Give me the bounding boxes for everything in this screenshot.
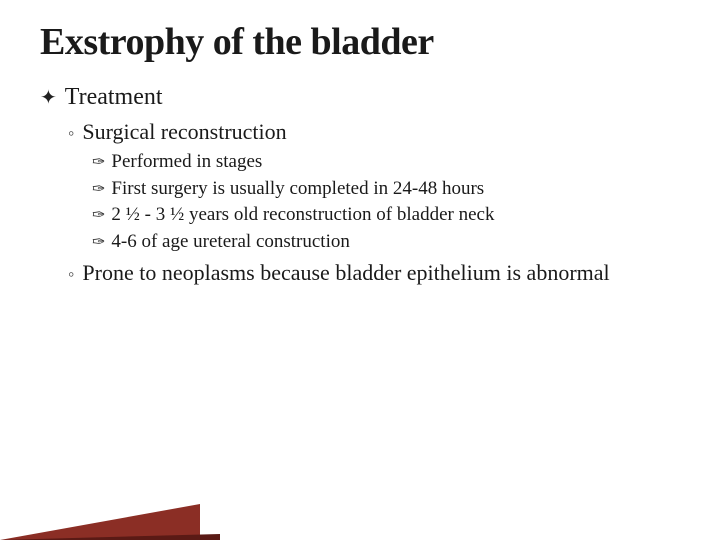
bullet-level3: ✑ 2 ½ - 3 ½ years old reconstruction of … <box>92 202 680 228</box>
bullet-text: 2 ½ - 3 ½ years old reconstruction of bl… <box>111 202 494 228</box>
slide-title: Exstrophy of the bladder <box>40 20 680 64</box>
bullet-icon: ✑ <box>92 179 105 201</box>
level2-group: ◦ Surgical reconstruction ✑ Performed in… <box>68 117 680 288</box>
bullet-level1: ✦ Treatment <box>40 82 680 113</box>
slide: Exstrophy of the bladder ✦ Treatment ◦ S… <box>0 0 720 540</box>
level3-group: ✑ Performed in stages ✑ First surgery is… <box>92 149 680 255</box>
bullet-text: First surgery is usually completed in 24… <box>111 176 484 202</box>
bullet-level2: ◦ Prone to neoplasms because bladder epi… <box>68 258 680 288</box>
bullet-level2: ◦ Surgical reconstruction <box>68 117 680 147</box>
bullet-level3: ✑ 4-6 of age ureteral construction <box>92 229 680 255</box>
bullet-text: Performed in stages <box>111 149 262 175</box>
bullet-icon: ✦ <box>40 84 57 112</box>
bullet-icon: ✑ <box>92 205 105 227</box>
bullet-text: Surgical reconstruction <box>82 117 286 147</box>
bullet-text: Treatment <box>65 82 163 113</box>
bullet-icon: ◦ <box>68 262 74 287</box>
bullet-icon: ✑ <box>92 232 105 254</box>
bullet-icon: ◦ <box>68 121 74 146</box>
bullet-level3: ✑ First surgery is usually completed in … <box>92 176 680 202</box>
bullet-icon: ✑ <box>92 152 105 174</box>
bullet-text: Prone to neoplasms because bladder epith… <box>82 258 609 288</box>
bullet-text: 4-6 of age ureteral construction <box>111 229 349 255</box>
bullet-level3: ✑ Performed in stages <box>92 149 680 175</box>
accent-triangle <box>0 504 200 540</box>
